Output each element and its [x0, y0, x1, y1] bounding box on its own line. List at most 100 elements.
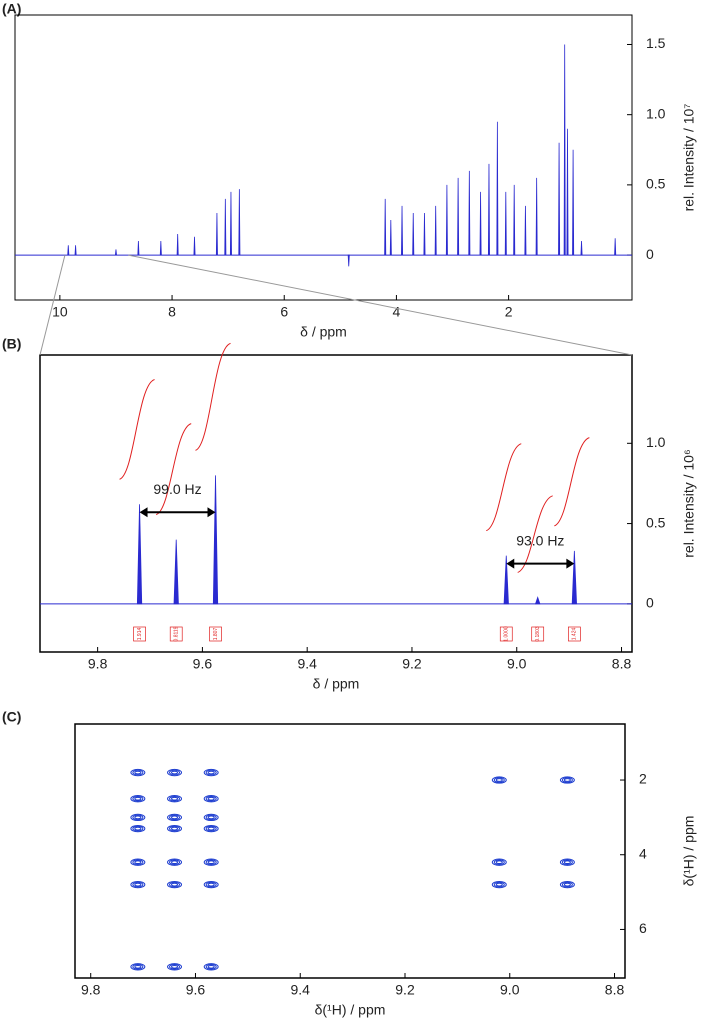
contour [130, 858, 146, 866]
coupling-label: 99.0 Hz [153, 481, 201, 497]
contour [171, 770, 179, 775]
x-tick-label: 8.8 [605, 982, 625, 998]
arrow-head [506, 558, 575, 569]
contour [561, 881, 573, 888]
contour [169, 881, 181, 888]
contour [491, 880, 507, 889]
contour [207, 770, 215, 775]
contour [167, 880, 183, 889]
x-tick-label: 2 [505, 304, 513, 320]
peak [384, 198, 387, 256]
x-axis-label: δ / ppm [300, 324, 347, 340]
peak [580, 241, 583, 256]
cross-peak [559, 776, 575, 784]
contour [134, 815, 142, 820]
contour [493, 881, 505, 888]
contour [169, 825, 181, 832]
integral-label: 1.807 [213, 628, 219, 641]
cross-peak [130, 858, 146, 866]
cross-peak [203, 880, 219, 889]
peak [114, 249, 118, 256]
cross-peak [491, 776, 507, 784]
contour [171, 882, 179, 887]
contour [493, 777, 505, 783]
contour [493, 859, 505, 865]
contour [134, 826, 142, 831]
x-tick-label: 8.8 [612, 656, 632, 672]
peak [457, 177, 460, 256]
peak [401, 205, 404, 256]
y-tick-label: 0 [646, 595, 654, 611]
contour [171, 860, 179, 865]
contour [169, 859, 181, 865]
cross-peak [203, 768, 219, 777]
contour [167, 824, 183, 833]
contour [559, 776, 575, 784]
zoom-line [39, 254, 66, 356]
contour [171, 964, 179, 969]
contour [203, 963, 219, 971]
plot-frame [74, 723, 626, 979]
y-tick-label: 0.5 [646, 176, 666, 192]
peak [136, 504, 143, 605]
contour [205, 795, 217, 802]
integral-box [133, 626, 146, 642]
peak [504, 191, 507, 256]
contour [205, 769, 217, 776]
cross-peak [130, 880, 146, 889]
x-tick-label: 9.8 [81, 982, 101, 998]
peak [137, 241, 140, 256]
contour [169, 814, 181, 821]
peak [513, 184, 516, 256]
contour [132, 769, 144, 776]
cross-peak [130, 824, 146, 833]
peak [535, 177, 538, 256]
y-tick-label: 1.5 [646, 35, 666, 51]
panel-label: (A) [2, 1, 21, 17]
x-tick-label: 9.4 [291, 982, 311, 998]
integral-box [531, 626, 545, 642]
integral-curve [155, 423, 192, 516]
cross-peak [167, 795, 183, 803]
zoom-line [128, 254, 633, 356]
y-tick-label: 0 [646, 246, 654, 262]
cross-peak [167, 824, 183, 833]
cross-peak [167, 813, 183, 822]
cross-peak [130, 795, 146, 803]
contour [171, 826, 179, 831]
contour [130, 768, 146, 777]
contour [207, 826, 215, 831]
contour [563, 778, 571, 782]
peak [67, 245, 70, 256]
cross-peak [203, 813, 219, 822]
peak [503, 555, 509, 605]
integral-box [209, 626, 222, 642]
x-tick-label: 9.2 [395, 982, 415, 998]
peak [74, 245, 77, 256]
peak [571, 550, 577, 605]
contour [495, 882, 503, 887]
cross-peak [491, 858, 507, 866]
x-tick-label: 6 [280, 304, 288, 320]
peak [215, 212, 218, 256]
y-tick-label: 2 [639, 771, 647, 787]
integral-curve [485, 443, 522, 532]
contour [205, 964, 217, 970]
peak [558, 142, 561, 256]
y-tick-label: 6 [639, 920, 647, 936]
peak [389, 219, 392, 256]
x-axis-label: δ(¹H) / ppm [315, 1002, 386, 1018]
contour [169, 795, 181, 802]
contour [134, 860, 142, 865]
peak [434, 205, 437, 256]
integral-curve [517, 495, 553, 573]
contour [491, 858, 507, 866]
x-tick-label: 9.6 [186, 982, 206, 998]
peak [566, 128, 569, 256]
peak [212, 475, 219, 605]
contour [132, 859, 144, 865]
contour [167, 858, 183, 866]
contour [205, 881, 217, 888]
x-tick-label: 4 [393, 304, 401, 320]
